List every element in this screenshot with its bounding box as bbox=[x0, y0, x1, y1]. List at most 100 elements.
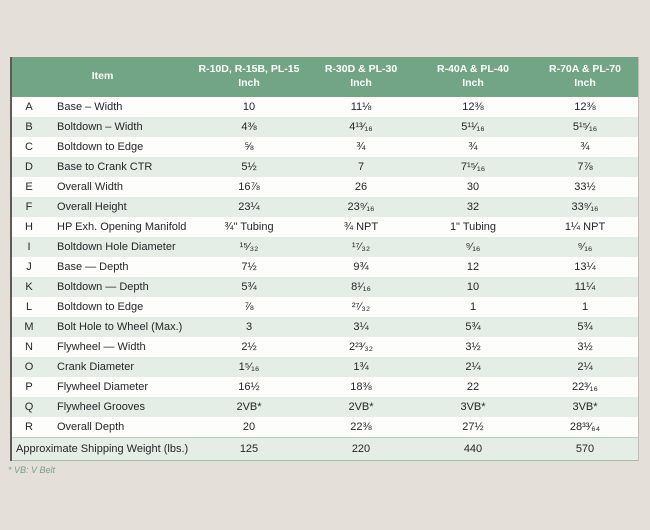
row-value: 2VB* bbox=[348, 401, 374, 413]
shipping-weight-value: 125 bbox=[239, 443, 259, 455]
row-value: 3½ bbox=[577, 341, 593, 353]
row-item-label: Overall Height bbox=[57, 201, 127, 213]
row-item-label: Overall Width bbox=[57, 181, 124, 193]
table-row: K Boltdown — Depth 5¾ 8¹⁄₁₆ 10 11¼ bbox=[12, 277, 638, 297]
row-item-label: Crank Diameter bbox=[57, 361, 135, 373]
row-value: 12 bbox=[466, 261, 480, 273]
row-letter: N bbox=[25, 341, 33, 353]
table-row: O Crank Diameter 1⁵⁄₁₆ 1¾ 2¼ 2¼ bbox=[12, 357, 638, 377]
row-value: 10 bbox=[466, 281, 480, 293]
column-header-model-1: R-10D, R-15B, PL-15 Inch bbox=[193, 63, 305, 90]
row-value: ⁹⁄₁₆ bbox=[577, 241, 593, 253]
row-item-label: Boltdown — Depth bbox=[57, 281, 149, 293]
table-row: B Boltdown – Width 4⅜ 4¹³⁄₁₆ 5¹¹⁄₁₆ 5¹⁵⁄₁₆ bbox=[12, 117, 638, 137]
row-letter: O bbox=[24, 361, 34, 373]
row-letter: A bbox=[25, 101, 33, 113]
column-unit-label: Inch bbox=[238, 77, 260, 89]
row-value: 5¾ bbox=[241, 281, 257, 293]
table-row: R Overall Depth 20 22⅜ 27½ 28³³⁄₆₄ bbox=[12, 417, 638, 437]
shipping-weight-value: 220 bbox=[351, 443, 371, 455]
row-value: 16½ bbox=[238, 381, 260, 393]
table-row: N Flywheel — Width 2½ 2²³⁄₃₂ 3½ 3½ bbox=[12, 337, 638, 357]
table-row: M Bolt Hole to Wheel (Max.) 3 3¼ 5¾ 5¾ bbox=[12, 317, 638, 337]
row-value: 2¼ bbox=[465, 361, 481, 373]
row-value: 1" Tubing bbox=[449, 221, 497, 233]
row-value: 27½ bbox=[462, 421, 484, 433]
row-item-label: Boltdown Hole Diameter bbox=[57, 241, 176, 253]
row-value: 8¹⁄₁₆ bbox=[351, 281, 371, 293]
row-item-label: Base — Depth bbox=[57, 261, 129, 273]
column-model-label: R-40A & PL-40 bbox=[437, 63, 509, 76]
row-value: 33⁹⁄₁₆ bbox=[571, 201, 599, 213]
row-value: 33½ bbox=[574, 181, 596, 193]
row-item-label: Boltdown to Edge bbox=[57, 301, 144, 313]
row-value: 7¹⁵⁄₁₆ bbox=[460, 161, 486, 173]
row-value: ¾ NPT bbox=[343, 221, 379, 233]
row-value: 7½ bbox=[241, 261, 257, 273]
table-row: E Overall Width 16⅞ 26 30 33½ bbox=[12, 177, 638, 197]
row-value: ⁹⁄₁₆ bbox=[465, 241, 481, 253]
row-letter: M bbox=[24, 321, 34, 333]
column-unit-label: Inch bbox=[574, 77, 596, 89]
row-value: 5¹⁵⁄₁₆ bbox=[572, 121, 598, 133]
row-value: 5½ bbox=[241, 161, 257, 173]
row-value: 11¼ bbox=[574, 281, 596, 293]
row-letter: C bbox=[25, 141, 33, 153]
table-row: A Base – Width 10 11⅛ 12⅜ 12⅜ bbox=[12, 97, 638, 117]
footnote: * VB: V Belt bbox=[8, 465, 56, 475]
table-row: C Boltdown to Edge ⅝ ¾ ¾ ¾ bbox=[12, 137, 638, 157]
row-value: 3¼ bbox=[353, 321, 369, 333]
row-value: 11⅛ bbox=[350, 101, 372, 113]
row-value: 3VB* bbox=[460, 401, 486, 413]
row-value: ¾ bbox=[356, 141, 366, 153]
table-row: J Base — Depth 7½ 9¾ 12 13¼ bbox=[12, 257, 638, 277]
table-header: Item R-10D, R-15B, PL-15 Inch R-30D & PL… bbox=[12, 57, 638, 97]
row-letter: K bbox=[25, 281, 33, 293]
row-value: ²⁷⁄₃₂ bbox=[351, 301, 371, 313]
row-value: 9¾ bbox=[353, 261, 369, 273]
row-value: ¾ bbox=[580, 141, 590, 153]
row-value: 5¾ bbox=[465, 321, 481, 333]
table-row: L Boltdown to Edge ⅞ ²⁷⁄₃₂ 1 1 bbox=[12, 297, 638, 317]
column-unit-label: Inch bbox=[350, 77, 372, 89]
row-value: 3 bbox=[245, 321, 253, 333]
column-model-label: R-10D, R-15B, PL-15 bbox=[198, 63, 300, 76]
row-value: 1¼ NPT bbox=[564, 221, 606, 233]
table-row: Q Flywheel Grooves 2VB* 2VB* 3VB* 3VB* bbox=[12, 397, 638, 417]
row-value: 12⅜ bbox=[574, 101, 596, 113]
row-value: ⅝ bbox=[244, 141, 254, 153]
row-value: 4⅜ bbox=[241, 121, 257, 133]
row-value: 1 bbox=[469, 301, 477, 313]
row-value: 2²³⁄₃₂ bbox=[348, 341, 374, 353]
row-value: 26 bbox=[354, 181, 368, 193]
row-item-label: Flywheel Diameter bbox=[57, 381, 149, 393]
row-value: 10 bbox=[242, 101, 256, 113]
row-letter: Q bbox=[24, 401, 34, 413]
row-letter: D bbox=[25, 161, 33, 173]
row-letter: L bbox=[25, 301, 33, 313]
row-value: 2VB* bbox=[236, 401, 262, 413]
row-value: 7 bbox=[357, 161, 365, 173]
row-value: 16⅞ bbox=[238, 181, 260, 193]
row-value: ¾ bbox=[468, 141, 478, 153]
row-value: 12⅜ bbox=[462, 101, 484, 113]
row-letter: H bbox=[25, 221, 33, 233]
row-value: 2¼ bbox=[577, 361, 593, 373]
row-value: 3½ bbox=[465, 341, 481, 353]
row-letter: E bbox=[25, 181, 33, 193]
row-value: 20 bbox=[242, 421, 256, 433]
row-value: 30 bbox=[466, 181, 480, 193]
shipping-weight-value: 570 bbox=[575, 443, 595, 455]
row-value: 1 bbox=[581, 301, 589, 313]
row-value: 1¾ bbox=[353, 361, 369, 373]
row-value: ¹⁵⁄₃₂ bbox=[239, 241, 259, 253]
row-value: 32 bbox=[466, 201, 480, 213]
table-row: I Boltdown Hole Diameter ¹⁵⁄₃₂ ¹⁷⁄₃₂ ⁹⁄₁₆ ⁹⁄₁… bbox=[12, 237, 638, 257]
row-letter: R bbox=[25, 421, 33, 433]
column-header-model-3: R-40A & PL-40 Inch bbox=[417, 63, 529, 90]
row-item-label: Boltdown to Edge bbox=[57, 141, 144, 153]
row-value: 22⅜ bbox=[350, 421, 372, 433]
column-header-model-2: R-30D & PL-30 Inch bbox=[305, 63, 417, 90]
shipping-weight-value: 440 bbox=[463, 443, 483, 455]
row-item-label: Base to Crank CTR bbox=[57, 161, 153, 173]
